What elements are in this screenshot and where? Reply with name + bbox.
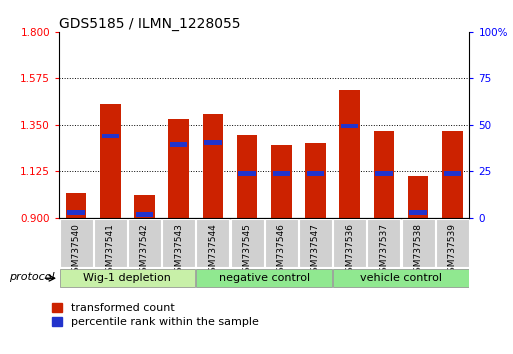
Bar xyxy=(444,171,461,176)
Bar xyxy=(196,219,229,267)
Bar xyxy=(367,219,400,267)
Legend: transformed count, percentile rank within the sample: transformed count, percentile rank withi… xyxy=(52,303,259,327)
Bar xyxy=(134,195,155,218)
Bar xyxy=(442,131,463,218)
Text: GSM737545: GSM737545 xyxy=(243,223,251,278)
Bar xyxy=(100,104,121,218)
Text: protocol: protocol xyxy=(9,272,54,282)
Bar xyxy=(341,124,359,128)
Text: GSM737544: GSM737544 xyxy=(208,223,218,278)
Bar xyxy=(203,114,223,218)
Bar xyxy=(231,219,264,267)
Text: GSM737536: GSM737536 xyxy=(345,223,354,278)
Text: negative control: negative control xyxy=(219,273,310,283)
Bar xyxy=(162,219,195,267)
Text: vehicle control: vehicle control xyxy=(360,273,442,283)
Bar xyxy=(409,210,427,215)
Bar xyxy=(333,269,469,287)
Text: Wig-1 depletion: Wig-1 depletion xyxy=(84,273,171,283)
Bar xyxy=(373,131,394,218)
Bar xyxy=(265,219,298,267)
Text: GDS5185 / ILMN_1228055: GDS5185 / ILMN_1228055 xyxy=(59,17,241,31)
Text: GSM737541: GSM737541 xyxy=(106,223,115,278)
Text: GSM737539: GSM737539 xyxy=(448,223,457,278)
Bar xyxy=(436,219,469,267)
Bar xyxy=(307,171,324,176)
Text: GSM737547: GSM737547 xyxy=(311,223,320,278)
Bar xyxy=(102,134,119,138)
Bar xyxy=(272,171,290,176)
Bar xyxy=(196,269,332,287)
Bar xyxy=(170,142,187,147)
Bar xyxy=(305,143,326,218)
Bar xyxy=(340,90,360,218)
Bar xyxy=(402,219,435,267)
Bar xyxy=(204,140,222,144)
Bar xyxy=(66,193,86,218)
Bar xyxy=(375,171,392,176)
Bar xyxy=(128,219,161,267)
Bar xyxy=(94,219,127,267)
Bar xyxy=(136,212,153,217)
Bar xyxy=(408,176,428,218)
Bar xyxy=(239,171,256,176)
Bar xyxy=(271,145,291,218)
Text: GSM737543: GSM737543 xyxy=(174,223,183,278)
Bar xyxy=(60,219,92,267)
Bar xyxy=(60,269,195,287)
Text: GSM737546: GSM737546 xyxy=(277,223,286,278)
Bar xyxy=(168,119,189,218)
Bar xyxy=(333,219,366,267)
Text: GSM737542: GSM737542 xyxy=(140,223,149,278)
Text: GSM737537: GSM737537 xyxy=(380,223,388,278)
Text: GSM737540: GSM737540 xyxy=(72,223,81,278)
Text: GSM737538: GSM737538 xyxy=(413,223,423,278)
Bar xyxy=(67,210,85,215)
Bar xyxy=(237,135,258,218)
Bar xyxy=(299,219,332,267)
